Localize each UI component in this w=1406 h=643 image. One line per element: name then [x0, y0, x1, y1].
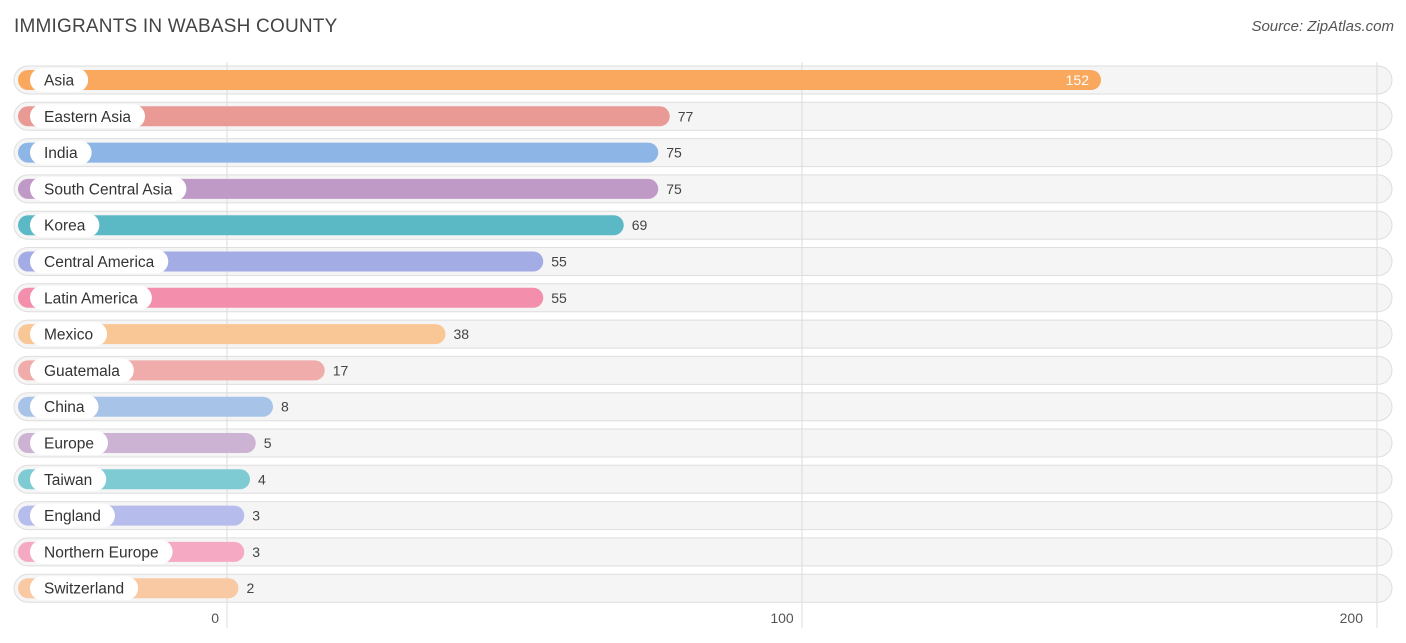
- bar-row: India 75: [18, 140, 682, 165]
- value-label: 38: [454, 326, 470, 342]
- category-label-pill: [30, 176, 187, 201]
- value-label: 75: [666, 145, 682, 161]
- category-label-pill: [30, 68, 89, 92]
- category-label-pill: [30, 503, 115, 528]
- category-label: India: [44, 145, 78, 162]
- value-label: 4: [258, 471, 266, 487]
- value-label: 17: [333, 362, 349, 378]
- category-label: Eastern Asia: [44, 109, 131, 126]
- value-label: 3: [252, 544, 260, 560]
- bar-row: Central America 55: [18, 249, 567, 274]
- category-label: South Central Asia: [44, 181, 173, 198]
- chart-title: IMMIGRANTS IN WABASH COUNTY: [14, 16, 338, 37]
- bar-row: South Central Asia 75: [18, 176, 682, 201]
- bar-track: [13, 501, 1393, 531]
- bar-row: Eastern Asia 77: [18, 104, 694, 129]
- category-label-pill: [30, 539, 173, 564]
- bar-row: China 8: [18, 394, 289, 419]
- value-label: 75: [666, 181, 682, 197]
- category-label-pill: [30, 467, 107, 492]
- bar-row: Korea 69: [18, 213, 648, 238]
- bar-track: [13, 537, 1393, 567]
- value-label: 69: [632, 217, 648, 233]
- category-label: Europe: [44, 436, 94, 453]
- bar-row: Switzerland 2: [18, 576, 255, 601]
- category-label-pill: [30, 285, 152, 310]
- bar[interactable]: [18, 70, 1101, 90]
- x-tick-label: 200: [1340, 610, 1364, 626]
- bar[interactable]: [18, 215, 624, 236]
- bar-row: Mexico 38: [18, 322, 470, 347]
- bar-row: Latin America 55: [18, 285, 567, 310]
- category-label: Asia: [44, 73, 75, 90]
- chart-source: Source: ZipAtlas.com: [1251, 18, 1394, 35]
- category-label-pill: [30, 322, 108, 347]
- x-tick-label: 100: [770, 610, 794, 626]
- bar-track: [13, 428, 1393, 458]
- x-tick-label: 0: [211, 610, 219, 626]
- category-label-pill: [30, 394, 99, 419]
- bar[interactable]: [18, 324, 446, 345]
- bar-row: Europe 5: [18, 431, 272, 455]
- category-label-pill: [30, 213, 100, 238]
- bar[interactable]: [18, 106, 670, 127]
- category-label: Central America: [44, 254, 155, 271]
- bar[interactable]: [18, 142, 659, 163]
- bar-track: [13, 573, 1393, 603]
- category-label: Northern Europe: [44, 544, 159, 561]
- category-label: Switzerland: [44, 581, 124, 598]
- value-label: 5: [264, 435, 272, 451]
- category-label: England: [44, 508, 101, 525]
- bar-row: Northern Europe 3: [18, 539, 260, 564]
- category-label: Korea: [44, 218, 86, 235]
- category-label: Mexico: [44, 327, 93, 344]
- bar-track: [13, 355, 1393, 385]
- bar-track: [13, 392, 1393, 422]
- bar-row: England 3: [18, 503, 260, 528]
- category-label-pill: [30, 140, 92, 165]
- category-label: Latin America: [44, 290, 138, 307]
- value-label: 152: [1066, 72, 1090, 88]
- bar-row: Taiwan 4: [18, 467, 266, 492]
- category-label: Taiwan: [44, 472, 92, 489]
- bar-track: [13, 464, 1393, 494]
- value-label: 2: [247, 580, 255, 596]
- category-label-pill: [30, 576, 139, 601]
- value-label: 55: [551, 254, 567, 270]
- value-label: 8: [281, 399, 289, 415]
- category-label: China: [44, 399, 85, 416]
- value-label: 77: [678, 108, 694, 124]
- category-label: Guatemala: [44, 363, 120, 380]
- category-label-pill: [30, 358, 134, 383]
- value-label: 3: [252, 508, 260, 524]
- category-label-pill: [30, 249, 169, 274]
- value-label: 55: [551, 290, 567, 306]
- category-label-pill: [30, 104, 146, 129]
- category-label-pill: [30, 431, 108, 455]
- bar-row: Guatemala 17: [18, 358, 349, 383]
- bar-row: Asia 152: [18, 68, 1101, 92]
